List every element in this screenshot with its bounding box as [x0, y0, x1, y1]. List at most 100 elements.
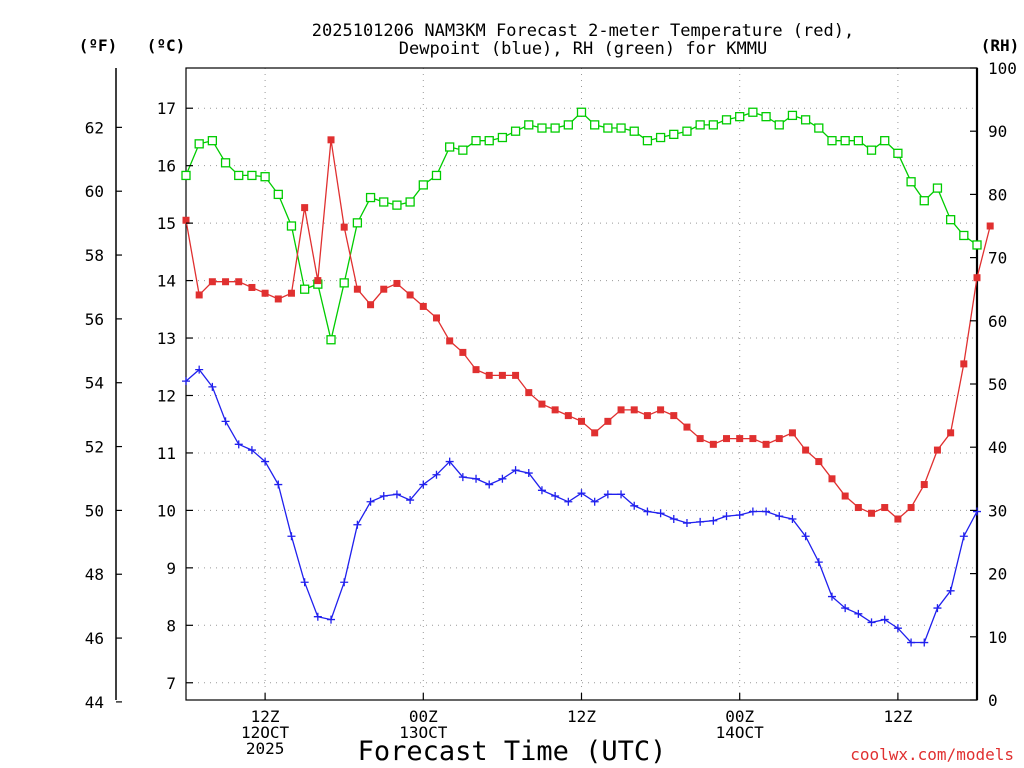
- data-point: [576, 107, 587, 117]
- x-tick-label: 00Z: [725, 707, 754, 726]
- celsius-tick-label: 17: [157, 99, 176, 118]
- data-point: [366, 497, 375, 506]
- data-point: [866, 145, 877, 155]
- data-point: [379, 492, 388, 501]
- data-point: [814, 123, 824, 133]
- data-point: [299, 284, 310, 294]
- data-point: [472, 366, 480, 374]
- x-axis-label: Forecast Time (UTC): [358, 736, 667, 767]
- data-point: [736, 435, 744, 443]
- data-point: [590, 120, 600, 130]
- celsius-tick-label: 8: [166, 616, 176, 635]
- data-point: [380, 285, 388, 293]
- data-point: [300, 578, 309, 587]
- data-point: [920, 638, 929, 647]
- data-point: [617, 490, 626, 499]
- data-point: [947, 429, 955, 437]
- data-point: [248, 283, 256, 291]
- data-point: [538, 400, 546, 408]
- data-point: [340, 223, 348, 231]
- x-tick-label: 12Z: [883, 707, 912, 726]
- data-point: [617, 406, 625, 414]
- data-point: [854, 504, 862, 512]
- data-point: [735, 112, 745, 122]
- data-point: [907, 638, 916, 647]
- celsius-tick-label: 13: [157, 329, 176, 348]
- data-point: [484, 136, 494, 146]
- data-point: [550, 123, 560, 133]
- data-point: [327, 136, 335, 144]
- data-point: [247, 446, 256, 455]
- data-point: [406, 291, 414, 299]
- data-point: [510, 126, 521, 136]
- data-point: [669, 515, 678, 524]
- data-point: [854, 609, 863, 618]
- data-point: [365, 192, 376, 203]
- data-point: [313, 612, 322, 621]
- data-point: [828, 475, 836, 483]
- data-point: [392, 200, 402, 210]
- data-point: [301, 204, 309, 212]
- data-point: [274, 295, 282, 303]
- data-point: [683, 423, 691, 431]
- data-point: [195, 365, 204, 374]
- fahrenheit-tick-label: 60: [85, 182, 104, 201]
- data-point: [445, 457, 454, 466]
- data-point: [419, 480, 428, 489]
- x-tick-label: 2025: [246, 739, 285, 758]
- data-point: [657, 406, 665, 414]
- data-point: [577, 489, 586, 498]
- fahrenheit-tick-label: 52: [85, 438, 104, 457]
- data-point: [959, 230, 969, 241]
- grid: [186, 68, 977, 700]
- data-point: [973, 507, 981, 516]
- data-point: [802, 446, 810, 454]
- rh-tick-label: 100: [988, 59, 1017, 78]
- data-point: [352, 218, 363, 228]
- data-point: [696, 435, 704, 443]
- data-point: [722, 512, 731, 521]
- data-point: [800, 115, 811, 125]
- fahrenheit-tick-label: 46: [85, 629, 104, 648]
- data-point: [327, 615, 336, 624]
- data-point: [723, 435, 731, 443]
- data-point: [339, 278, 349, 288]
- data-point: [418, 180, 428, 190]
- data-point: [446, 337, 454, 345]
- data-point: [537, 486, 546, 495]
- dewpoint-series: [182, 365, 981, 647]
- data-point: [972, 240, 982, 250]
- data-point: [881, 504, 889, 512]
- data-point: [286, 221, 297, 231]
- axes-labels: 7 8 9 10 11 12 13 14 15 16 17 44 46 48 50 52 54 56 58 60 62 0…: [85, 59, 1017, 758]
- data-point: [853, 136, 863, 146]
- data-point: [497, 132, 508, 143]
- data-point: [392, 490, 401, 499]
- chart-title: 2025101206 NAM3KM Forecast 2-meter Tempe…: [312, 21, 854, 41]
- data-point: [472, 474, 481, 483]
- rh-tick-label: 10: [988, 628, 1007, 647]
- data-point: [973, 274, 981, 282]
- data-point: [840, 136, 850, 146]
- data-point: [551, 406, 559, 414]
- data-point: [563, 120, 573, 130]
- plot-border: [185, 67, 978, 701]
- celsius-tick-label: 14: [157, 272, 176, 291]
- fahrenheit-tick-label: 54: [85, 374, 104, 393]
- data-point: [867, 618, 876, 627]
- data-point: [194, 139, 204, 149]
- data-point: [234, 170, 244, 181]
- data-point: [880, 136, 890, 146]
- data-point: [405, 197, 415, 207]
- data-point: [458, 145, 468, 155]
- fahrenheit-unit-label: (ºF): [79, 36, 118, 55]
- data-point: [655, 132, 666, 143]
- data-point: [261, 457, 270, 466]
- data-point: [960, 360, 968, 368]
- data-point: [906, 177, 916, 187]
- data-point: [208, 382, 217, 391]
- x-tick-label: 14OCT: [716, 723, 765, 742]
- data-point: [932, 183, 943, 193]
- data-point: [432, 314, 440, 322]
- data-point: [774, 120, 784, 130]
